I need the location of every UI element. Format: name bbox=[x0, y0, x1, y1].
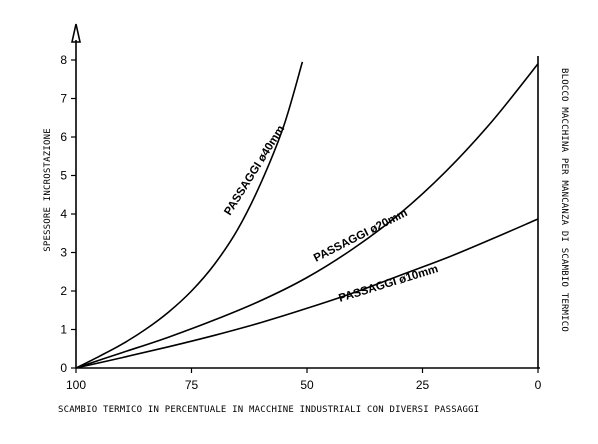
y-tick-label: 3 bbox=[60, 246, 67, 260]
x-tick-label: 0 bbox=[535, 378, 542, 392]
curve-20mm bbox=[75, 63, 539, 369]
curve-label-10mm: PASSAGGI ø10mm bbox=[337, 263, 439, 305]
y-tick-label: 4 bbox=[60, 207, 67, 221]
curve-10mm bbox=[75, 218, 539, 369]
x-tick-label: 75 bbox=[185, 378, 199, 392]
x-tick-label: 25 bbox=[416, 378, 430, 392]
y-ticks: 0 1 2 3 4 5 6 7 8 bbox=[60, 53, 76, 375]
x-tick-label: 100 bbox=[66, 378, 86, 392]
y-tick-label: 8 bbox=[60, 53, 67, 67]
x-axis-title: SCAMBIO TERMICO IN PERCENTUALE IN MACCHI… bbox=[58, 405, 479, 415]
curve-label-20mm: PASSAGGI ø20mm bbox=[312, 207, 410, 265]
y-axis-arrow bbox=[71, 23, 81, 43]
y-axis-title: SPESSORE INCROSTAZIONE bbox=[43, 128, 53, 252]
y-tick-label: 1 bbox=[60, 323, 67, 337]
curve-label-40mm: PASSAGGI ø40mm bbox=[222, 124, 287, 218]
y-tick-label: 7 bbox=[60, 92, 67, 106]
y-tick-label: 6 bbox=[60, 130, 67, 144]
x-tick-label: 50 bbox=[300, 378, 314, 392]
y-tick-label: 0 bbox=[60, 361, 67, 375]
right-axis-title: BLOCCO MACCHINA PER MANCANZA DI SCAMBIO … bbox=[559, 68, 569, 332]
y-tick-label: 5 bbox=[60, 169, 67, 183]
curves bbox=[75, 61, 539, 369]
curve-40mm bbox=[75, 61, 304, 369]
x-ticks: 100 75 50 25 0 bbox=[66, 368, 542, 392]
y-tick-label: 2 bbox=[60, 284, 67, 298]
